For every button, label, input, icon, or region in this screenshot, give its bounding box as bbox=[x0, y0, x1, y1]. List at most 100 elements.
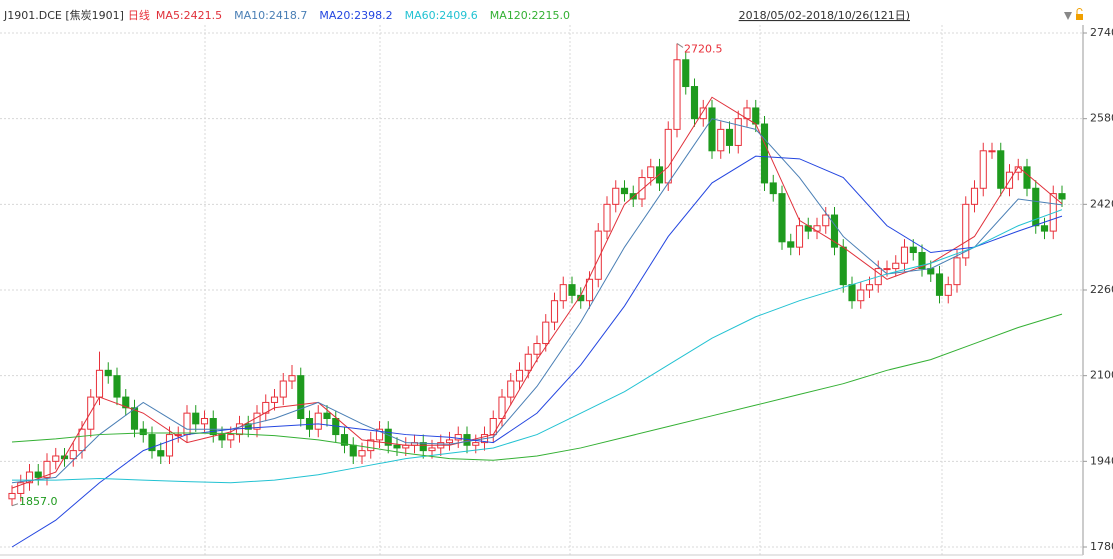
candle-body bbox=[900, 246, 909, 264]
candle-body bbox=[918, 252, 926, 270]
candle-body bbox=[542, 321, 550, 345]
candle-body bbox=[69, 450, 77, 460]
candle-body bbox=[340, 434, 349, 446]
dropdown-icon[interactable] bbox=[1064, 12, 1072, 20]
candle-body bbox=[603, 203, 611, 232]
candle-body bbox=[34, 471, 42, 478]
candle-body bbox=[997, 150, 1005, 189]
candle-body bbox=[507, 380, 515, 398]
candle-body bbox=[612, 187, 620, 205]
candle-body bbox=[953, 257, 961, 286]
candle-body bbox=[314, 412, 322, 430]
annotation-pointer bbox=[11, 503, 19, 507]
candle-body bbox=[130, 407, 139, 430]
candle-body bbox=[43, 460, 51, 478]
candle-body bbox=[454, 434, 462, 441]
candle-body bbox=[568, 284, 576, 296]
candle-body bbox=[620, 187, 629, 195]
candle-body bbox=[585, 278, 594, 302]
candle-body bbox=[935, 273, 944, 296]
candle-body bbox=[87, 396, 95, 430]
candle-body bbox=[795, 225, 804, 248]
candle-body bbox=[909, 246, 917, 254]
ma-line bbox=[12, 209, 1063, 484]
candle-body bbox=[962, 203, 970, 259]
candle-body bbox=[25, 471, 34, 484]
candle-body bbox=[122, 396, 130, 409]
candle-body bbox=[165, 434, 174, 457]
candle-body bbox=[594, 230, 602, 280]
candle-body bbox=[865, 284, 874, 291]
candle-body bbox=[297, 375, 305, 419]
candle-body bbox=[830, 214, 839, 248]
legend-entry: MA20:2398.2 bbox=[319, 9, 392, 22]
candle-body bbox=[200, 418, 209, 425]
candle-body bbox=[857, 289, 865, 302]
candle-body bbox=[498, 396, 506, 420]
candle-body bbox=[384, 428, 392, 446]
candle-body bbox=[883, 268, 891, 271]
candle-body bbox=[472, 442, 480, 446]
ma-line bbox=[11, 313, 1063, 461]
candle-body bbox=[682, 59, 690, 88]
candle-body bbox=[113, 375, 121, 398]
ma-line bbox=[11, 155, 1063, 548]
y-tick-label: 2420 bbox=[1090, 197, 1113, 210]
candle-body bbox=[323, 412, 331, 420]
candle-body bbox=[375, 428, 384, 441]
lock-icon[interactable] bbox=[1076, 14, 1083, 20]
candle-body bbox=[734, 118, 742, 146]
candle-body bbox=[139, 428, 147, 436]
y-tick-label: 1780 bbox=[1090, 540, 1113, 553]
candle-body bbox=[979, 150, 987, 189]
date-range[interactable]: 2018/05/02-2018/10/26(121日) bbox=[739, 9, 910, 22]
candle-body bbox=[183, 412, 191, 436]
candle-body bbox=[253, 412, 261, 430]
candle-body bbox=[927, 268, 935, 275]
symbol: J1901.DCE [焦炭1901] bbox=[3, 9, 124, 22]
y-tick-label: 1940 bbox=[1090, 454, 1113, 467]
candle-body bbox=[1023, 166, 1031, 189]
y-tick-label: 2740 bbox=[1090, 26, 1113, 39]
candle-body bbox=[787, 241, 795, 248]
legend-entry: MA60:2409.6 bbox=[405, 9, 478, 22]
candle-body bbox=[393, 444, 401, 449]
candle-body bbox=[673, 59, 681, 130]
annotation: 1857.0 bbox=[19, 495, 58, 508]
candle-body bbox=[839, 246, 847, 286]
candle-body bbox=[892, 262, 900, 270]
candle-body bbox=[717, 128, 725, 152]
candle-body bbox=[218, 434, 226, 441]
y-tick-label: 2100 bbox=[1090, 369, 1113, 382]
annotation: 2720.5 bbox=[684, 42, 723, 55]
candle-body bbox=[288, 375, 296, 382]
candle-body bbox=[778, 193, 786, 243]
candle-body bbox=[1058, 193, 1066, 200]
annotation-pointer bbox=[676, 43, 684, 48]
candle-body bbox=[17, 482, 25, 494]
candle-body bbox=[752, 107, 760, 125]
candle-body bbox=[699, 107, 707, 120]
candle-body bbox=[244, 423, 252, 430]
legend: J1901.DCE [焦炭1901] 日线 MA5:2421.5 MA10:2418… bbox=[3, 8, 570, 22]
candle-body bbox=[970, 187, 979, 205]
candle-body bbox=[148, 434, 156, 452]
candle-body bbox=[95, 369, 104, 398]
candle-body bbox=[725, 128, 734, 146]
candle-body bbox=[209, 418, 217, 436]
candle-body bbox=[78, 428, 86, 452]
candle-body bbox=[279, 380, 287, 398]
candle-body bbox=[647, 166, 655, 179]
candle-body bbox=[760, 123, 769, 184]
candle-body bbox=[690, 86, 699, 120]
candle-body bbox=[428, 447, 436, 452]
candle-body bbox=[533, 343, 541, 355]
legend-entry: MA5:2421.5 bbox=[156, 9, 222, 22]
period: 日线 bbox=[128, 8, 150, 22]
candle-body bbox=[367, 439, 375, 452]
y-tick-label: 2260 bbox=[1090, 283, 1113, 296]
candle-body bbox=[944, 284, 952, 296]
candle-body bbox=[489, 418, 497, 436]
candle-body bbox=[848, 284, 856, 302]
